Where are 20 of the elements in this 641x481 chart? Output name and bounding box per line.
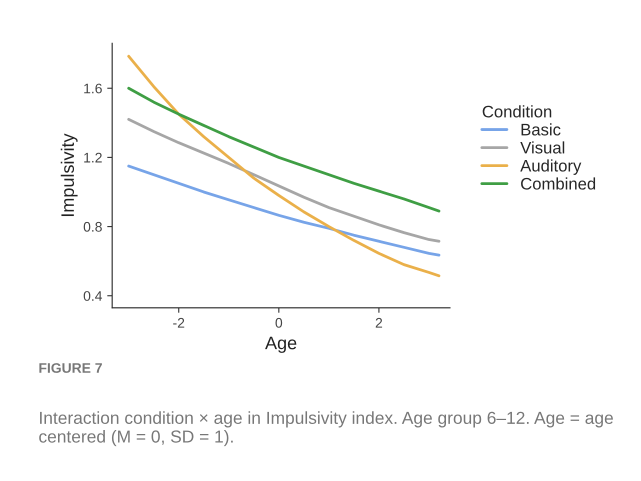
line-series [127, 118, 440, 243]
legend-label: Auditory [520, 159, 582, 175]
x-tick-label: -2 [173, 318, 184, 328]
x-tick-label: 2 [376, 318, 382, 328]
line-series [127, 164, 440, 256]
line-series [127, 86, 440, 212]
y-tick-label: 1.6 [84, 84, 102, 94]
y-tick-label: 0.4 [84, 291, 102, 301]
y-axis-title: Impulsivity [60, 133, 78, 216]
x-axis-title: Age [265, 336, 296, 353]
legend-label: Visual [520, 141, 564, 154]
x-tick-label: 0 [276, 318, 282, 328]
text: Interaction condition × age in Impulsivity index. Age group 6–12. Age = age centered (M = 0, SD = 1). [39, 411, 613, 446]
y-tick-label: 0.8 [84, 222, 102, 232]
legend-label: Basic [522, 123, 561, 136]
legend-label: Combined [521, 177, 596, 190]
line-series [127, 54, 440, 278]
caption: FIGURE 7 [39, 363, 102, 373]
y-tick-label: 1.2 [84, 152, 102, 162]
legend-title: Condition [482, 105, 552, 118]
